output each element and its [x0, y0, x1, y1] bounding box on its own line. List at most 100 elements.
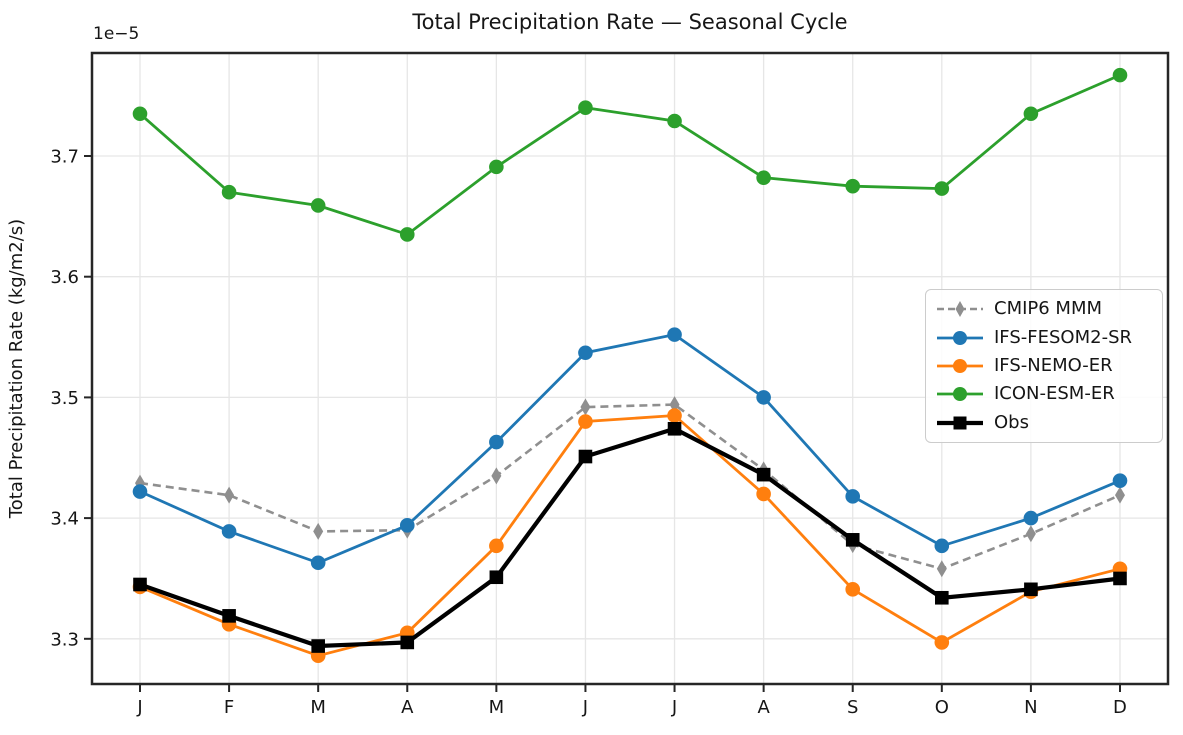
data-point-marker	[311, 639, 325, 653]
data-point-marker	[934, 181, 950, 196]
x-tick-label: F	[224, 697, 234, 718]
data-point-marker	[756, 390, 771, 405]
y-tick-label: 3.5	[50, 388, 79, 409]
x-tick-label: O	[935, 697, 949, 718]
data-point-marker	[224, 486, 235, 504]
legend-item-label: IFS-FESOM2-SR	[994, 326, 1132, 348]
legend-item: CMIP6 MMM	[936, 299, 1152, 319]
series-obs	[133, 421, 1127, 653]
data-point-marker	[1024, 582, 1038, 597]
data-point-marker	[845, 178, 861, 194]
legend-item-label: IFS-NEMO-ER	[994, 354, 1113, 376]
data-point-marker	[578, 449, 593, 464]
data-point-marker	[313, 522, 324, 540]
legend-marker-sample	[953, 416, 967, 430]
series-line	[139, 403, 1121, 571]
data-point-marker	[133, 577, 147, 592]
legend-marker-sample	[953, 330, 967, 345]
data-point-marker	[222, 609, 236, 623]
legend-marker-sample	[953, 358, 967, 373]
legend-item: IFS-FESOM2-SR	[936, 328, 1152, 348]
legend-item-label: ICON-ESM-ER	[994, 383, 1115, 405]
legend-item: Obs	[936, 413, 1152, 433]
data-point-marker	[132, 106, 148, 122]
data-point-marker	[580, 398, 591, 416]
data-point-marker	[1025, 525, 1036, 543]
circle-marker-icon	[937, 330, 983, 345]
data-point-marker	[667, 327, 682, 342]
x-tick-label: S	[847, 697, 858, 718]
x-tick-label: M	[310, 697, 326, 718]
x-tick-label: A	[757, 697, 770, 718]
x-tick-label: A	[401, 697, 414, 718]
series-line	[139, 333, 1121, 565]
data-point-marker	[756, 170, 771, 186]
data-point-marker	[667, 408, 682, 423]
data-point-marker	[221, 184, 237, 200]
legend-box: CMIP6 MMM IFS-FESOM2-SR IFS-NEMO-ER ICON…	[925, 289, 1163, 443]
data-point-marker	[400, 635, 415, 650]
series-line	[139, 426, 1121, 649]
y-tick-label: 3.4	[50, 509, 79, 530]
data-point-marker	[845, 533, 860, 547]
data-point-marker	[132, 484, 148, 499]
y-tick-label: 3.6	[50, 267, 79, 288]
data-point-marker	[489, 159, 504, 175]
series-ifs-fesom2-sr	[132, 327, 1128, 571]
data-point-marker	[221, 524, 237, 539]
data-point-marker	[489, 538, 504, 554]
data-point-marker	[667, 113, 682, 129]
data-point-marker	[1112, 473, 1128, 488]
legend-item: ICON-ESM-ER	[936, 384, 1152, 404]
data-point-marker	[934, 538, 950, 554]
legend-item: IFS-NEMO-ER	[936, 356, 1152, 376]
chart-title: Total Precipitation Rate — Seasonal Cycl…	[412, 10, 848, 34]
data-point-marker	[491, 467, 502, 485]
legend-marker-sample	[955, 301, 965, 318]
series-line	[139, 73, 1121, 237]
data-point-marker	[489, 434, 504, 450]
legend-marker-sample	[953, 387, 967, 402]
data-point-marker	[310, 555, 326, 571]
data-point-marker	[1023, 510, 1039, 526]
data-point-marker	[1023, 106, 1039, 122]
x-tick-label: D	[1113, 697, 1127, 718]
x-tick-label: N	[1024, 697, 1037, 718]
series-cmip6-mmm	[135, 396, 1125, 578]
data-point-marker	[667, 421, 682, 436]
data-point-marker	[935, 590, 949, 605]
y-tick-label: 3.7	[50, 147, 79, 168]
data-point-marker	[845, 582, 861, 597]
data-point-marker	[845, 489, 861, 504]
circle-marker-icon	[937, 358, 983, 373]
legend-item-label: Obs	[994, 411, 1029, 433]
x-tick-label: J	[582, 697, 588, 718]
y-axis-offset-label: 1e−5	[93, 24, 140, 44]
square-marker-icon	[937, 416, 983, 430]
series-line	[139, 414, 1121, 658]
data-point-marker	[310, 198, 326, 213]
x-tick-label: M	[489, 697, 505, 718]
series-icon-esm-er	[132, 67, 1128, 242]
data-point-marker	[578, 414, 593, 429]
data-point-marker	[578, 345, 593, 361]
data-point-marker	[934, 635, 950, 650]
x-tick-label: J	[671, 697, 677, 718]
data-point-marker	[489, 570, 504, 585]
plot-border	[90, 51, 1170, 686]
y-axis-label: Total Precipitation Rate (kg/m2/s)	[6, 219, 27, 519]
data-point-marker	[756, 467, 771, 482]
data-point-marker	[1114, 486, 1125, 504]
data-point-marker	[1113, 571, 1127, 586]
legend-item-label: CMIP6 MMM	[994, 298, 1103, 320]
data-point-marker	[578, 100, 593, 116]
axis-ticks: 3.3 3.4 3.5 3.6 3.7 J F M A M J J A S O N D	[50, 147, 1127, 719]
data-point-marker	[756, 486, 771, 502]
thin-diamond-marker-icon	[937, 301, 983, 318]
circle-marker-icon	[937, 387, 983, 402]
x-tick-label: J	[136, 697, 142, 718]
data-point-marker	[936, 560, 947, 578]
data-point-marker	[399, 227, 415, 242]
